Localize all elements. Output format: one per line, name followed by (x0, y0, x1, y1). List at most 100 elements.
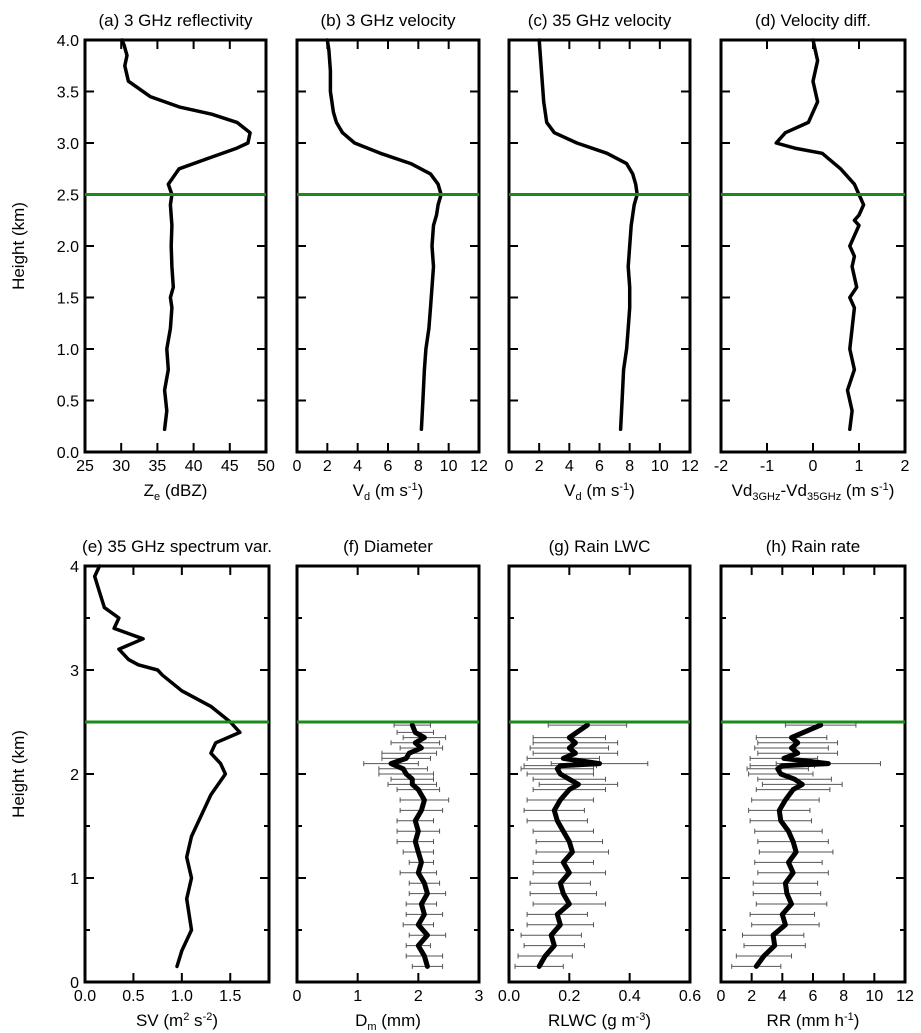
panel-h: (h) Rain rate 0 2 4 6 8 10 12 RR (mm h-1) (717, 537, 914, 1030)
xlabel-part: D (355, 1011, 367, 1030)
xlabel-part: d (575, 491, 581, 503)
xlabel-part: m (367, 1021, 376, 1033)
xlabel-part: e (154, 491, 160, 503)
xlabel-part: 35GHz (807, 491, 841, 503)
xlabel-part: -2 (203, 1011, 213, 1023)
xlabel-part: -3 (636, 1011, 646, 1023)
panel-a-title: (a) 3 GHz reflectivity (99, 11, 253, 30)
panel-e-title: (e) 35 GHz spectrum var. (82, 537, 272, 556)
y-tick-label: 3.0 (57, 136, 79, 153)
panel-c-xlabel: Vd (m s-1) (564, 481, 635, 503)
xlabel-part: 3GHz (752, 491, 780, 503)
panel-h-profile-line (753, 722, 831, 969)
panel-d: (d) Velocity diff. -2 -1 0 1 2 Vd3GHz-Vd35GHz … (714, 11, 910, 503)
xlabel-part: SV (m (136, 1011, 183, 1030)
panel-b-frame (295, 38, 481, 454)
panel-f-profile-line (388, 722, 430, 969)
panel-b-profile-line (325, 38, 443, 432)
xlabel-part: (m s (370, 481, 408, 500)
xlabel-part: -Vd (780, 481, 806, 500)
y-tick-label: 0.0 (57, 445, 79, 462)
x-tick-label: 8 (625, 458, 634, 475)
x-tick-label: 0.2 (558, 988, 580, 1005)
x-tick-label: 0 (293, 458, 302, 475)
xlabel-part: -1 (408, 481, 418, 493)
xlabel-part: ) (629, 481, 635, 500)
panel-b-xlabel: Vd (m s-1) (353, 481, 424, 503)
y-tick-label: 0.5 (57, 394, 79, 411)
x-tick-label: 6 (384, 458, 393, 475)
x-tick-label: -2 (714, 458, 728, 475)
x-tick-label: 0.0 (74, 988, 96, 1005)
xlabel-part: ) (645, 1011, 651, 1030)
x-tick-label: 1 (353, 988, 362, 1005)
x-tick-label: 12 (681, 458, 699, 475)
x-tick-label: 1.0 (171, 988, 193, 1005)
x-tick-label: 0.6 (679, 988, 701, 1005)
xlabel-part: Z (144, 481, 154, 500)
x-tick-label: 25 (76, 458, 94, 475)
x-tick-label: 10 (651, 458, 669, 475)
x-tick-label: 12 (896, 988, 914, 1005)
panel-a: (a) 3 GHz reflectivity 25 30 35 40 45 50 0.0 0.5… (9, 11, 275, 503)
panel-c-profile-line (537, 38, 639, 432)
x-tick-label: 0 (809, 458, 818, 475)
panel-f-title: (f) Diameter (343, 537, 433, 556)
y-tick-label: 2.0 (57, 239, 79, 256)
panel-e-profile-line (92, 564, 242, 969)
panel-a-xlabel: Ze (dBZ) (144, 481, 208, 503)
xlabel-part: (mm) (377, 1011, 421, 1030)
y-tick-label: 1.0 (57, 342, 79, 359)
panel-c-frame (507, 38, 692, 454)
x-tick-label: 0.0 (498, 988, 520, 1005)
xlabel-part: -1 (619, 481, 629, 493)
x-tick-label: 30 (112, 458, 130, 475)
panel-d-profile-line (774, 38, 866, 432)
x-tick-label: 4 (778, 988, 787, 1005)
x-tick-label: 1 (855, 458, 864, 475)
panel-b-title: (b) 3 GHz velocity (320, 11, 456, 30)
xlabel-part: -1 (879, 481, 889, 493)
x-tick-label: 50 (257, 458, 275, 475)
panel-a-ylabel: Height (km) (9, 202, 28, 290)
panel-d-xlabel: Vd3GHz-Vd35GHz (m s-1) (732, 481, 895, 503)
xlabel-part: -1 (844, 1011, 854, 1023)
x-tick-label: 2 (747, 988, 756, 1005)
x-tick-label: 2 (414, 988, 423, 1005)
panel-e-xlabel: SV (m2 s-2) (136, 1011, 218, 1030)
xlabel-part: RR (mm h (767, 1011, 844, 1030)
x-tick-label: 12 (470, 458, 488, 475)
y-tick-label: 2 (70, 767, 79, 784)
xlabel-part: ) (854, 1011, 860, 1030)
xlabel-part: (m s (582, 481, 620, 500)
y-tick-label: 1.5 (57, 291, 79, 308)
x-tick-label: 8 (414, 458, 423, 475)
panel-f-xlabel: Dm (mm) (355, 1011, 421, 1033)
panel-e: (e) 35 GHz spectrum var. 0.0 0.5 1.0 1.5 0 1 2 3… (9, 537, 272, 1030)
x-tick-label: 0 (717, 988, 726, 1005)
panel-g-xlabel: RLWC (g m-3) (548, 1011, 651, 1030)
x-tick-label: 10 (865, 988, 883, 1005)
xlabel-part: ) (418, 481, 424, 500)
x-tick-label: 4 (565, 458, 574, 475)
panel-d-title: (d) Velocity diff. (755, 11, 871, 30)
panel-g: (g) Rain LWC 0.0 0.2 0.4 0.6 RLWC (g m-3) (498, 537, 701, 1030)
xlabel-part: V (353, 481, 365, 500)
x-tick-label: 6 (809, 988, 818, 1005)
x-tick-label: 0 (293, 988, 302, 1005)
panel-g-profile-line (536, 722, 602, 969)
x-tick-label: 4 (353, 458, 362, 475)
x-tick-label: 45 (221, 458, 239, 475)
xlabel-part: 2 (183, 1011, 189, 1023)
panel-f: (f) Diameter 0 1 2 3 Dm (mm) (293, 537, 484, 1033)
panel-a-profile-line (120, 38, 252, 432)
panel-c-title: (c) 35 GHz velocity (528, 11, 672, 30)
xlabel-part: ) (212, 1011, 218, 1030)
x-tick-label: 10 (440, 458, 458, 475)
y-tick-label: 3 (70, 663, 79, 680)
panel-c: (c) 35 GHz velocity 0 2 4 6 8 10 12 Vd (m s-1) (505, 11, 699, 503)
xlabel-part: s (189, 1011, 202, 1030)
xlabel-part: V (564, 481, 576, 500)
x-tick-label: 2 (323, 458, 332, 475)
